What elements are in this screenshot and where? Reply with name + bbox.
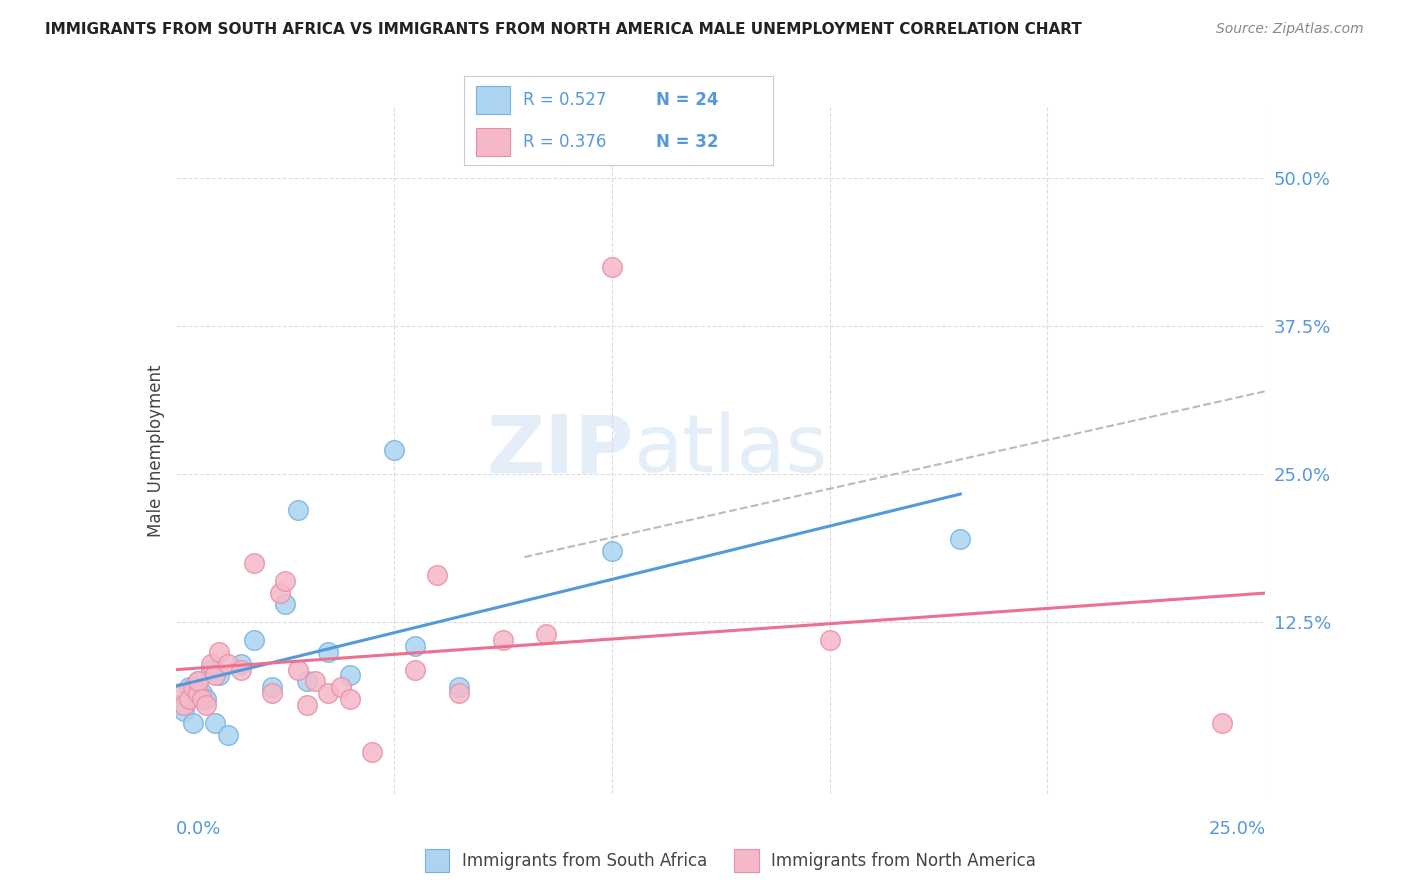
Text: IMMIGRANTS FROM SOUTH AFRICA VS IMMIGRANTS FROM NORTH AMERICA MALE UNEMPLOYMENT : IMMIGRANTS FROM SOUTH AFRICA VS IMMIGRAN… <box>45 22 1081 37</box>
Point <box>231 657 253 671</box>
Point <box>181 681 204 695</box>
Point <box>600 544 623 558</box>
Point <box>181 715 204 730</box>
Point <box>200 657 222 671</box>
Point <box>186 674 209 689</box>
Point <box>204 668 226 682</box>
Point <box>318 686 340 700</box>
Point <box>169 698 191 712</box>
Text: atlas: atlas <box>633 411 828 490</box>
Point <box>339 668 361 682</box>
Point <box>304 674 326 689</box>
Point <box>318 645 340 659</box>
Point <box>818 632 841 647</box>
Point <box>260 681 283 695</box>
Text: N = 24: N = 24 <box>655 91 718 109</box>
Point <box>195 692 218 706</box>
Point <box>186 674 209 689</box>
Point <box>330 681 353 695</box>
Point <box>208 668 231 682</box>
Point <box>287 502 309 516</box>
Text: N = 32: N = 32 <box>655 133 718 151</box>
Point <box>426 567 449 582</box>
Point <box>405 663 427 677</box>
Point <box>208 645 231 659</box>
Text: Immigrants from North America: Immigrants from North America <box>770 852 1036 870</box>
Point <box>243 556 266 570</box>
Point <box>600 260 623 274</box>
Point <box>534 627 557 641</box>
Text: R = 0.376: R = 0.376 <box>523 133 606 151</box>
Point <box>177 681 200 695</box>
Point <box>217 728 239 742</box>
Point <box>200 663 222 677</box>
Point <box>173 698 195 712</box>
Text: Source: ZipAtlas.com: Source: ZipAtlas.com <box>1216 22 1364 37</box>
Text: ZIP: ZIP <box>486 411 633 490</box>
Point <box>274 574 297 588</box>
Point <box>949 533 972 547</box>
Point <box>186 686 209 700</box>
Bar <box>425 849 450 872</box>
Point <box>339 692 361 706</box>
Bar <box>477 86 510 114</box>
Point <box>447 681 470 695</box>
Point <box>274 598 297 612</box>
Point <box>360 746 382 760</box>
Point <box>1211 715 1233 730</box>
Point <box>177 692 200 706</box>
Y-axis label: Male Unemployment: Male Unemployment <box>146 364 165 537</box>
Bar <box>477 128 510 156</box>
Point <box>405 639 427 653</box>
Point <box>173 704 195 718</box>
Point <box>231 663 253 677</box>
Point <box>295 698 318 712</box>
Point <box>382 443 405 458</box>
Point <box>195 698 218 712</box>
Text: Immigrants from South Africa: Immigrants from South Africa <box>461 852 707 870</box>
Point <box>243 632 266 647</box>
Text: R = 0.527: R = 0.527 <box>523 91 606 109</box>
Point <box>217 657 239 671</box>
Point <box>191 692 214 706</box>
Point <box>492 632 515 647</box>
Bar <box>734 849 759 872</box>
Text: 25.0%: 25.0% <box>1208 820 1265 838</box>
Point <box>269 585 291 599</box>
Point <box>447 686 470 700</box>
Point <box>204 715 226 730</box>
Point <box>191 686 214 700</box>
Point <box>260 686 283 700</box>
Point <box>295 674 318 689</box>
Point <box>287 663 309 677</box>
Point <box>169 686 191 700</box>
Text: 0.0%: 0.0% <box>176 820 221 838</box>
